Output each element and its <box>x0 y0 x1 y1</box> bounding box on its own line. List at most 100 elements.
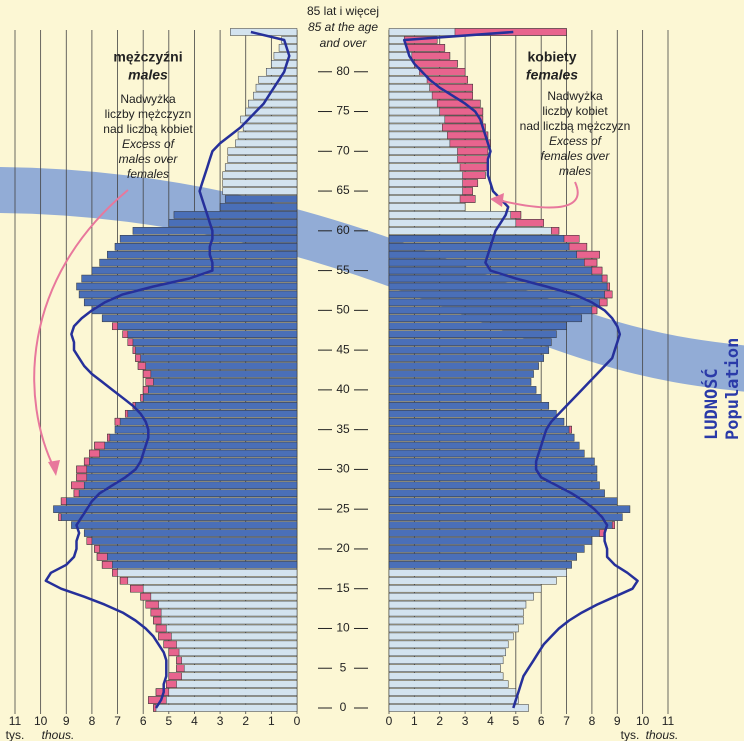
x-tick-label: 8 <box>589 714 596 728</box>
top-label-bg <box>300 2 386 52</box>
bar <box>101 314 298 323</box>
x-tick-label: 5 <box>165 714 172 728</box>
excess-bar <box>73 489 80 498</box>
bar <box>237 131 298 140</box>
bar <box>388 521 615 529</box>
excess-bar <box>563 235 580 243</box>
excess-bar <box>94 545 100 553</box>
excess-bar <box>166 680 177 688</box>
bar <box>135 354 298 362</box>
bar <box>388 298 608 307</box>
x-tick-label: 1 <box>268 714 275 728</box>
bar <box>388 386 537 394</box>
excess-bar <box>94 441 105 450</box>
bar <box>163 640 298 649</box>
note: liczby mężczyzn <box>105 107 192 121</box>
excess-bar <box>86 537 93 545</box>
bar <box>388 417 565 426</box>
bar <box>224 163 298 171</box>
bar <box>242 123 298 132</box>
excess-bar <box>124 409 129 418</box>
bar <box>388 608 524 617</box>
note: Excess of <box>122 137 176 151</box>
bar <box>168 219 298 227</box>
excess-bar <box>444 115 484 124</box>
bar <box>388 600 527 609</box>
bar <box>142 370 298 378</box>
x-tick-label: 11 <box>9 714 22 728</box>
y-tick-label: 70 <box>336 143 350 157</box>
bar <box>76 282 298 291</box>
excess-bar <box>599 298 608 307</box>
excess-bar <box>406 44 446 52</box>
bar <box>176 664 298 672</box>
excess-bar <box>414 60 458 68</box>
y-tick-label: 15 <box>336 581 350 595</box>
bar <box>107 250 298 259</box>
excess-bar <box>604 290 613 299</box>
bar <box>388 584 542 593</box>
bar <box>388 537 593 545</box>
bar <box>112 569 298 577</box>
excess-bar <box>568 425 572 434</box>
bar <box>388 696 519 704</box>
x-tick-label: 3 <box>217 714 224 728</box>
bar <box>224 195 298 203</box>
bar <box>388 489 605 498</box>
excess-bar <box>462 179 479 187</box>
bar <box>114 242 298 251</box>
unit: tys. <box>6 728 25 741</box>
excess-bar <box>168 648 180 657</box>
note: females <box>127 167 169 181</box>
excess-bar <box>145 378 154 386</box>
excess-bar <box>142 386 149 394</box>
bar <box>58 513 298 521</box>
bar <box>388 211 522 219</box>
x-tick-label: 1 <box>411 714 418 728</box>
bar <box>388 250 600 259</box>
bar <box>222 171 298 179</box>
bar <box>132 402 298 410</box>
bar <box>168 648 298 657</box>
bar <box>388 672 504 680</box>
y-tick-label: 75 <box>336 104 350 118</box>
bar <box>388 322 567 331</box>
bar <box>142 386 298 394</box>
bar <box>388 314 583 323</box>
bar <box>83 298 298 307</box>
excess-bar <box>457 155 489 163</box>
bar <box>137 362 298 370</box>
bar <box>388 632 514 641</box>
y-tick-label: 25 <box>336 501 350 515</box>
bar <box>388 569 567 577</box>
excess-bar <box>153 616 162 625</box>
excess-bar <box>76 465 88 474</box>
excess-bar <box>606 282 610 291</box>
excess-bar <box>142 370 152 378</box>
top-label: 85 at the age <box>308 20 378 34</box>
x-tick-label: 0 <box>294 714 301 728</box>
y-tick-label: 55 <box>336 263 350 277</box>
bar <box>83 529 298 537</box>
excess-bar <box>60 497 67 505</box>
bar <box>388 592 534 601</box>
excess-bar <box>176 664 185 672</box>
bar <box>124 409 298 418</box>
note: liczby kobiet <box>542 104 608 118</box>
arrow-head <box>490 193 504 207</box>
bar <box>99 258 298 267</box>
y-tick-label: 5 <box>340 660 347 674</box>
bar <box>112 322 298 331</box>
excess-bar <box>135 354 141 362</box>
bar <box>388 648 506 657</box>
excess-bar <box>584 258 598 267</box>
excess-bar <box>168 672 182 680</box>
bar <box>107 433 298 442</box>
y-tick-label: 35 <box>336 422 350 436</box>
bar <box>388 330 557 338</box>
unit: thous. <box>42 728 75 741</box>
bar <box>388 457 595 466</box>
excess-bar <box>119 577 129 585</box>
